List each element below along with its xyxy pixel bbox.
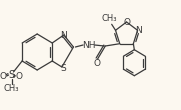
Text: O: O xyxy=(93,59,100,68)
Text: S: S xyxy=(8,70,15,80)
Text: O: O xyxy=(0,72,6,81)
Text: S: S xyxy=(60,63,66,72)
Text: CH₃: CH₃ xyxy=(101,14,117,23)
Text: NH: NH xyxy=(82,40,96,50)
Text: N: N xyxy=(135,26,142,35)
Text: O: O xyxy=(123,17,130,27)
Text: CH₃: CH₃ xyxy=(4,83,19,93)
Text: N: N xyxy=(60,30,67,39)
Text: O: O xyxy=(16,72,23,81)
